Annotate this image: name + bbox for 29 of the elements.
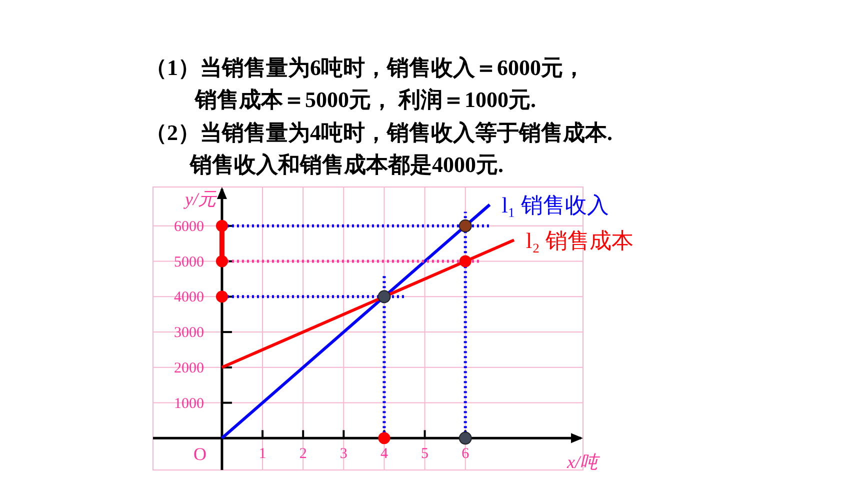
y-axis-title: y/元: [182, 189, 218, 209]
point: [216, 255, 228, 268]
y-tick-label: 6000: [174, 218, 204, 235]
y-tick-label: 3000: [174, 325, 204, 342]
text: （1）当销售量为6吨时，销售收入＝6000元，: [145, 55, 585, 80]
text: （2）当销售量为4吨时，销售收入等于销售成本.: [145, 120, 612, 145]
point: [378, 290, 391, 304]
point: [458, 219, 472, 232]
point: [216, 290, 228, 303]
x-tick-label: 5: [421, 446, 429, 462]
point: [458, 432, 472, 445]
x-tick-label: 1: [258, 446, 266, 462]
text: 销售成本＝5000元， 利润＝1000元.: [194, 87, 536, 112]
text: 销售收入和销售成本都是4000元.: [189, 152, 504, 177]
y-tick-label: 1000: [174, 396, 204, 412]
series-label: l₂ 销售成本: [526, 228, 634, 254]
y-tick-label: 2000: [174, 360, 204, 376]
annotation: O: [193, 444, 206, 464]
point: [378, 432, 390, 444]
y-tick-label: 5000: [174, 254, 204, 270]
x-tick-label: 2: [299, 446, 307, 462]
y-tick-label: 4000: [174, 290, 204, 306]
x-tick-label: 6: [462, 446, 470, 462]
x-tick-label: 3: [340, 446, 348, 462]
x-axis-title: x/吨: [566, 452, 601, 472]
point: [216, 220, 228, 232]
x-tick-label: 4: [380, 446, 388, 462]
point: [459, 255, 472, 268]
series-label: l₁ 销售收入: [502, 192, 609, 218]
